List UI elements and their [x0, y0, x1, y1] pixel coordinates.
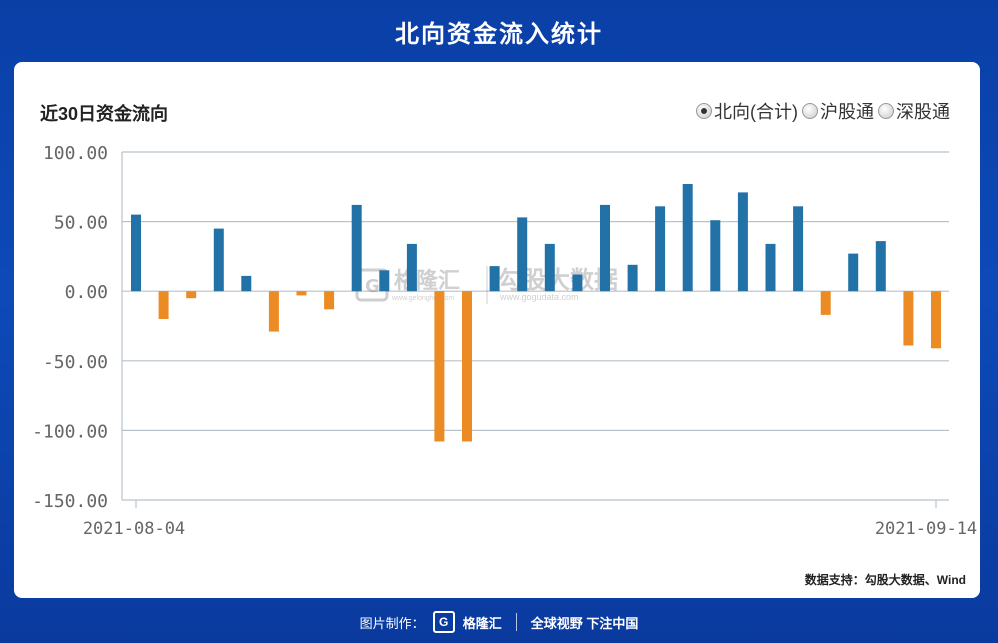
data-bar	[351, 204, 362, 292]
y-tick-label: -50.00	[43, 352, 108, 373]
radio-label: 沪股通	[820, 102, 874, 122]
series-selector: 北向(合计) 沪股通 深股通	[696, 98, 950, 124]
data-bar	[434, 291, 445, 442]
y-tick-label: -150.00	[32, 491, 108, 512]
radio-checked-icon	[696, 103, 712, 119]
bar-chart: G 格隆汇 www.gelonghui.com 勾股大数据 www.goguda…	[32, 143, 977, 539]
data-bar	[737, 192, 748, 292]
y-tick-label: 50.00	[54, 213, 108, 234]
brand-logo-icon: G	[432, 611, 455, 633]
data-bar	[213, 228, 224, 292]
x-tick-label: 2021-09-14	[875, 519, 977, 539]
data-bar	[903, 291, 914, 346]
data-bar	[379, 270, 390, 292]
y-tick-label: -100.00	[32, 421, 108, 442]
radio-option-north-total[interactable]: 北向(合计)	[696, 98, 798, 124]
chart-title: 近30日资金流向	[40, 104, 169, 124]
x-tick-label: 2021-08-04	[83, 519, 185, 539]
data-bar	[186, 291, 197, 299]
data-bar	[268, 291, 279, 332]
y-tick-label: 100.00	[43, 143, 108, 164]
data-source: 数据支持：勾股大数据、Wind	[804, 573, 966, 587]
data-bar	[517, 217, 528, 292]
data-bar	[682, 184, 693, 292]
data-bar	[765, 243, 776, 292]
radio-label: 北向(合计)	[714, 102, 798, 122]
data-bar	[710, 220, 721, 292]
data-bar	[544, 243, 555, 292]
data-bar	[931, 291, 941, 349]
footer: 图片制作： G 格隆汇 全球视野 下注中国	[0, 611, 998, 633]
watermark-right-sub: www.gogudata.com	[499, 292, 579, 302]
data-bar	[296, 291, 307, 296]
watermark-logo-glyph: G	[365, 276, 380, 297]
radio-label: 深股通	[896, 102, 950, 122]
footer-brand: 格隆汇	[462, 615, 502, 631]
data-bar	[158, 291, 169, 319]
data-bar	[572, 274, 583, 292]
footer-prefix: 图片制作：	[359, 615, 425, 631]
data-bar	[489, 266, 500, 292]
radio-option-shenzhen-connect[interactable]: 深股通	[878, 98, 950, 124]
footer-slogan: 全球视野 下注中国	[530, 615, 639, 631]
watermark-left-sub: www.gelonghui.com	[391, 295, 454, 302]
data-bar	[655, 206, 666, 292]
data-bar	[324, 291, 335, 310]
data-bar	[848, 253, 859, 292]
data-bar	[627, 264, 638, 292]
radio-option-shanghai-connect[interactable]: 沪股通	[802, 98, 874, 124]
data-bar	[820, 291, 831, 315]
data-bar	[406, 243, 417, 292]
chart-card: 近30日资金流向 北向(合计) 沪股通 深股通 G 格隆汇 www.gelong…	[14, 62, 980, 598]
watermark-left-text: 格隆汇	[394, 268, 460, 294]
y-tick-label: 0.00	[65, 282, 108, 303]
data-bar	[131, 214, 141, 292]
radio-unchecked-icon	[878, 103, 894, 119]
data-bar	[462, 291, 472, 442]
data-bar	[600, 204, 610, 292]
data-bar	[875, 241, 886, 292]
data-bar	[793, 206, 804, 292]
data-bar	[241, 275, 252, 292]
page-title: 北向资金流入统计	[395, 21, 603, 48]
radio-unchecked-icon	[802, 103, 818, 119]
footer-divider	[515, 613, 517, 631]
